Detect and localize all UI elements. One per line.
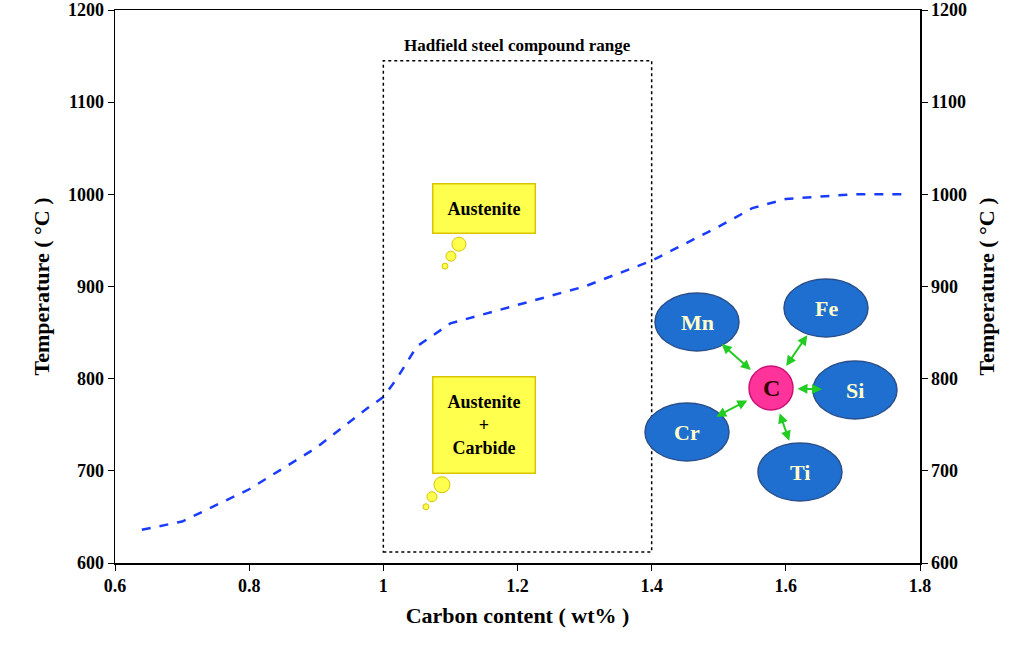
svg-text:1.8: 1.8 (909, 576, 932, 596)
svg-text:1100: 1100 (69, 92, 104, 112)
svg-text:1000: 1000 (68, 185, 104, 205)
svg-text:1100: 1100 (931, 92, 966, 112)
svg-text:0.8: 0.8 (238, 576, 260, 596)
svg-text:Austenite: Austenite (448, 199, 521, 219)
svg-text:Fe: Fe (815, 296, 838, 321)
svg-text:1200: 1200 (68, 0, 104, 20)
svg-text:700: 700 (77, 461, 104, 481)
svg-text:Si: Si (846, 378, 864, 403)
svg-text:Temperature ( °C ): Temperature ( °C ) (974, 197, 999, 375)
svg-text:1000: 1000 (931, 185, 967, 205)
svg-text:Mn: Mn (681, 310, 714, 335)
svg-text:C: C (763, 375, 780, 401)
svg-text:600: 600 (77, 553, 104, 573)
svg-text:Carbon content ( wt% ): Carbon content ( wt% ) (406, 603, 630, 628)
svg-text:1.2: 1.2 (506, 576, 529, 596)
svg-text:900: 900 (931, 277, 958, 297)
svg-text:Temperature ( °C ): Temperature ( °C ) (29, 197, 54, 375)
svg-text:Ti: Ti (790, 460, 810, 485)
svg-text:800: 800 (931, 369, 958, 389)
svg-text:1200: 1200 (931, 0, 967, 20)
svg-text:Austenite+Carbide: Austenite+Carbide (448, 392, 521, 459)
svg-text:Hadfield steel compound range: Hadfield steel compound range (404, 36, 631, 55)
svg-text:Cr: Cr (674, 420, 700, 445)
svg-text:600: 600 (931, 553, 958, 573)
svg-text:800: 800 (77, 369, 104, 389)
svg-text:1: 1 (379, 576, 388, 596)
svg-text:0.6: 0.6 (104, 576, 127, 596)
svg-text:700: 700 (931, 461, 958, 481)
svg-text:1.4: 1.4 (640, 576, 663, 596)
svg-text:1.6: 1.6 (775, 576, 798, 596)
svg-text:900: 900 (77, 277, 104, 297)
